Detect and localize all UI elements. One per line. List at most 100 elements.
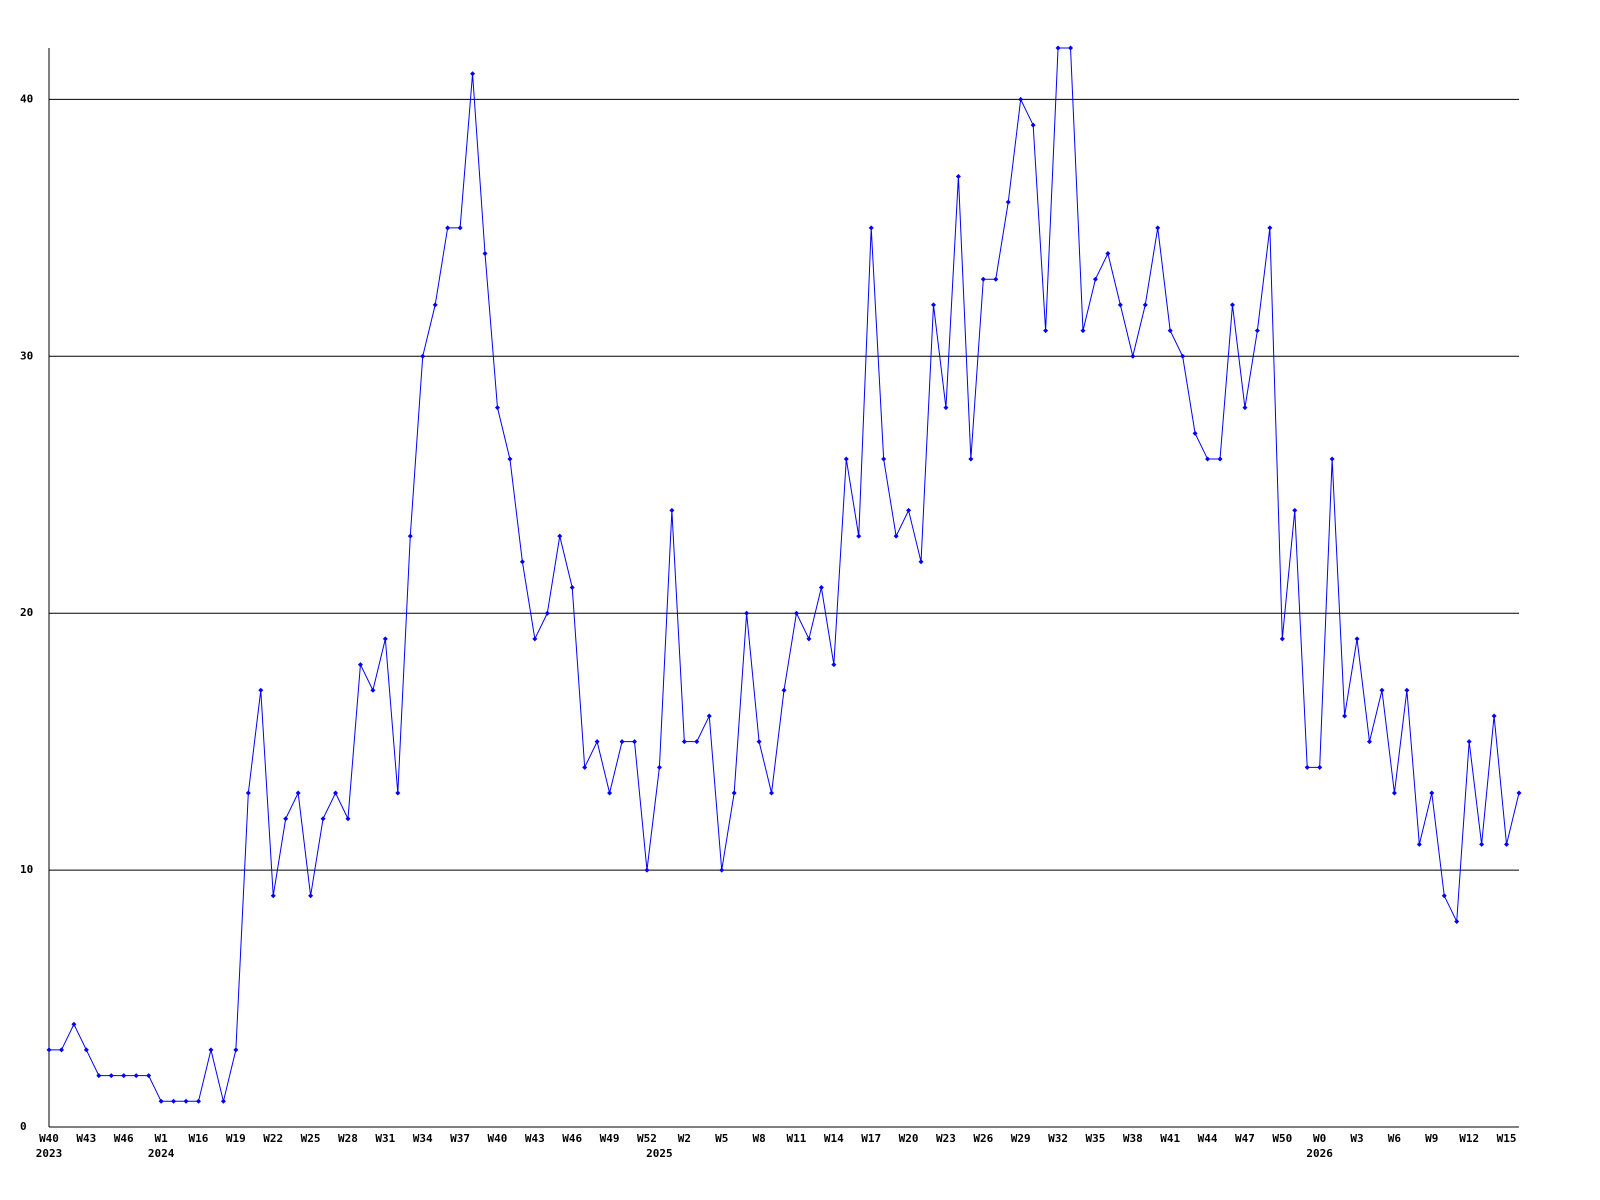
data-point xyxy=(806,636,812,642)
data-point xyxy=(756,739,762,745)
data-point xyxy=(906,507,912,513)
data-point xyxy=(632,739,638,745)
data-point xyxy=(656,764,662,770)
data-point xyxy=(1342,713,1348,719)
x-tick-label: W1 xyxy=(154,1132,168,1145)
data-point xyxy=(1080,328,1086,334)
data-point xyxy=(1092,276,1098,282)
data-point xyxy=(930,302,936,308)
x-tick-label: W12 xyxy=(1459,1132,1479,1145)
x-tick-label: W47 xyxy=(1235,1132,1255,1145)
x-tick-label: W38 xyxy=(1123,1132,1143,1145)
x-tick-label: W32 xyxy=(1048,1132,1068,1145)
data-point xyxy=(370,687,376,693)
data-point xyxy=(1441,893,1447,899)
data-point xyxy=(158,1098,164,1104)
data-point xyxy=(1068,45,1074,51)
data-point xyxy=(270,893,276,899)
data-point xyxy=(457,225,463,231)
data-point xyxy=(719,867,725,873)
x-tick-label: W14 xyxy=(824,1132,844,1145)
data-point xyxy=(333,790,339,796)
data-point xyxy=(1018,96,1024,102)
data-point xyxy=(295,790,301,796)
year-label: 2026 xyxy=(1306,1147,1333,1160)
data-point xyxy=(220,1098,226,1104)
data-point xyxy=(308,893,314,899)
x-tick-label: W11 xyxy=(787,1132,807,1145)
data-point xyxy=(1504,841,1510,847)
x-tick-label: W23 xyxy=(936,1132,956,1145)
data-point xyxy=(544,610,550,616)
x-tick-label: W43 xyxy=(525,1132,545,1145)
data-point xyxy=(96,1073,102,1079)
y-tick-label: 20 xyxy=(20,606,33,619)
y-tick-label: 0 xyxy=(20,1120,27,1133)
x-tick-label: W41 xyxy=(1160,1132,1180,1145)
data-point xyxy=(83,1047,89,1053)
data-line xyxy=(49,47,1520,1102)
data-point xyxy=(494,405,500,411)
data-point xyxy=(382,636,388,642)
x-tick-label: W2 xyxy=(678,1132,691,1145)
year-label: 2024 xyxy=(148,1147,175,1160)
data-point xyxy=(1466,739,1472,745)
x-tick-label: W8 xyxy=(752,1132,765,1145)
data-point xyxy=(470,71,476,77)
data-point xyxy=(507,456,513,462)
data-point xyxy=(1354,636,1360,642)
data-point xyxy=(445,225,451,231)
data-point xyxy=(955,173,961,179)
data-point xyxy=(1217,456,1223,462)
data-point xyxy=(195,1098,201,1104)
data-point xyxy=(1242,405,1248,411)
data-point xyxy=(1043,328,1049,334)
data-point xyxy=(993,276,999,282)
x-tick-label: W15 xyxy=(1497,1132,1517,1145)
x-tick-label: W35 xyxy=(1086,1132,1106,1145)
data-point xyxy=(1279,636,1285,642)
data-point xyxy=(881,456,887,462)
x-tick-label: W6 xyxy=(1388,1132,1402,1145)
data-point xyxy=(171,1098,177,1104)
data-point xyxy=(245,790,251,796)
data-point xyxy=(731,790,737,796)
year-label: 2023 xyxy=(36,1147,63,1160)
data-point xyxy=(1304,764,1310,770)
data-point xyxy=(1180,353,1186,359)
data-point xyxy=(183,1098,189,1104)
x-tick-label: W28 xyxy=(338,1132,358,1145)
data-point xyxy=(133,1073,139,1079)
y-tick-label: 40 xyxy=(20,92,33,105)
data-point xyxy=(46,1047,52,1053)
data-point xyxy=(1479,841,1485,847)
data-point xyxy=(557,533,563,539)
data-point xyxy=(893,533,899,539)
data-point xyxy=(1130,353,1136,359)
data-point xyxy=(532,636,538,642)
data-point xyxy=(831,662,837,668)
data-point xyxy=(1367,739,1373,745)
x-tick-label: W16 xyxy=(189,1132,209,1145)
data-point xyxy=(1429,790,1435,796)
data-point xyxy=(594,739,600,745)
data-point xyxy=(208,1047,214,1053)
data-point xyxy=(233,1047,239,1053)
x-tick-label: W34 xyxy=(413,1132,433,1145)
x-tick-label: W22 xyxy=(263,1132,283,1145)
data-point xyxy=(71,1021,77,1027)
data-point xyxy=(357,662,363,668)
data-point xyxy=(769,790,775,796)
data-point xyxy=(706,713,712,719)
x-tick-label: W46 xyxy=(562,1132,582,1145)
data-point xyxy=(644,867,650,873)
data-point xyxy=(918,559,924,565)
x-tick-label: W43 xyxy=(76,1132,96,1145)
data-point xyxy=(843,456,849,462)
x-tick-label: W50 xyxy=(1272,1132,1292,1145)
data-point xyxy=(395,790,401,796)
data-point xyxy=(1167,328,1173,334)
x-tick-label: W9 xyxy=(1425,1132,1438,1145)
data-point xyxy=(818,585,824,590)
